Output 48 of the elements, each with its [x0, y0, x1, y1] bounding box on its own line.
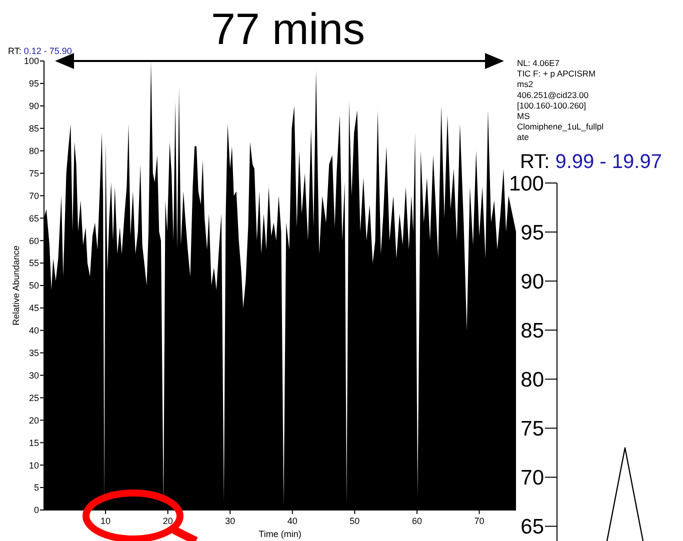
- y-tick-label: 90: [28, 101, 39, 112]
- y-tick-label: 95: [28, 78, 39, 89]
- y-tick-label: 80: [28, 146, 39, 156]
- y-tick-label: 80: [520, 368, 544, 392]
- chart-title: RT: 9.99 - 19.97: [520, 151, 662, 173]
- y-tick-label: 20: [28, 415, 39, 426]
- y-tick-label: 45: [28, 303, 39, 314]
- x-tick-label: 40: [287, 516, 298, 526]
- y-tick-label: 35: [28, 348, 39, 358]
- y-tick-label: 55: [28, 258, 39, 268]
- y-tick-label: 5: [34, 482, 39, 493]
- y-tick-label: 95: [520, 221, 544, 244]
- y-tick-label: 85: [28, 124, 39, 134]
- y-tick-label: 25: [28, 392, 39, 403]
- y-tick-label: 65: [520, 516, 544, 539]
- text: 406.251@cid23.00: [517, 90, 589, 100]
- y-axis-title: Relative Abundance: [11, 245, 21, 326]
- x-tick-label: 50: [350, 516, 360, 526]
- y-tick-label: 60: [28, 236, 39, 246]
- text: TIC F: + p APCISRM: [517, 68, 596, 79]
- y-tick-label: 100: [508, 172, 544, 196]
- text: [100.160-100.260]: [517, 100, 586, 110]
- y-tick-label: 90: [520, 270, 544, 294]
- text: ms2: [517, 79, 534, 90]
- text: MS: [517, 111, 530, 121]
- y-tick-label: 0: [34, 505, 39, 516]
- y-tick-label: 65: [28, 213, 39, 224]
- x-tick-label: 20: [162, 516, 173, 526]
- x-tick-label: 30: [225, 516, 236, 526]
- y-tick-label: 10: [28, 460, 39, 470]
- y-tick-label: 100: [24, 56, 39, 66]
- text: Clomiphene_1uL_fullplate: [517, 122, 604, 142]
- y-tick-label: 85: [520, 319, 544, 342]
- y-tick-label: 75: [520, 418, 544, 441]
- y-tick-label: 70: [520, 466, 544, 490]
- y-tick-label: 30: [28, 370, 39, 380]
- x-tick-label: 10: [100, 516, 111, 526]
- text: 77 mins: [210, 5, 366, 54]
- x-tick-label: 70: [474, 516, 484, 526]
- y-tick-label: 50: [28, 280, 39, 291]
- x-axis-title: Time (min): [258, 529, 302, 539]
- y-tick-label: 75: [28, 168, 39, 178]
- text: NL: 4.06E7: [517, 58, 560, 68]
- y-tick-label: 70: [28, 190, 39, 201]
- y-tick-label: 40: [28, 326, 39, 336]
- y-tick-label: 15: [28, 438, 39, 448]
- x-tick-label: 60: [412, 516, 422, 526]
- chart-title: RT: 0.12 - 75.90: [8, 46, 72, 56]
